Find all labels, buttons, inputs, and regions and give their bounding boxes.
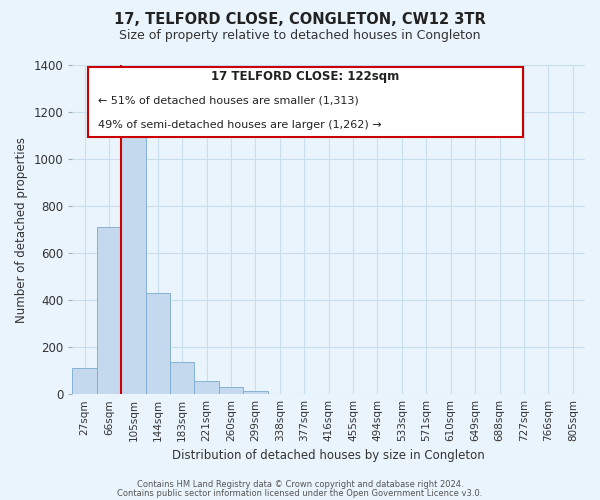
Text: ← 51% of detached houses are smaller (1,313): ← 51% of detached houses are smaller (1,… xyxy=(98,96,359,106)
Text: 49% of semi-detached houses are larger (1,262) →: 49% of semi-detached houses are larger (… xyxy=(98,120,382,130)
Bar xyxy=(146,293,170,394)
FancyBboxPatch shape xyxy=(88,66,523,138)
Bar xyxy=(243,390,268,394)
Bar xyxy=(121,131,146,394)
Text: Contains HM Land Registry data © Crown copyright and database right 2024.: Contains HM Land Registry data © Crown c… xyxy=(137,480,463,489)
Bar xyxy=(73,368,97,394)
Bar xyxy=(97,227,121,394)
Text: Contains public sector information licensed under the Open Government Licence v3: Contains public sector information licen… xyxy=(118,489,482,498)
Bar xyxy=(219,387,243,394)
Y-axis label: Number of detached properties: Number of detached properties xyxy=(15,136,28,322)
Text: 17 TELFORD CLOSE: 122sqm: 17 TELFORD CLOSE: 122sqm xyxy=(211,70,400,83)
Bar xyxy=(194,381,219,394)
Bar xyxy=(170,362,194,394)
Text: 17, TELFORD CLOSE, CONGLETON, CW12 3TR: 17, TELFORD CLOSE, CONGLETON, CW12 3TR xyxy=(114,12,486,28)
X-axis label: Distribution of detached houses by size in Congleton: Distribution of detached houses by size … xyxy=(172,450,485,462)
Text: Size of property relative to detached houses in Congleton: Size of property relative to detached ho… xyxy=(119,29,481,42)
